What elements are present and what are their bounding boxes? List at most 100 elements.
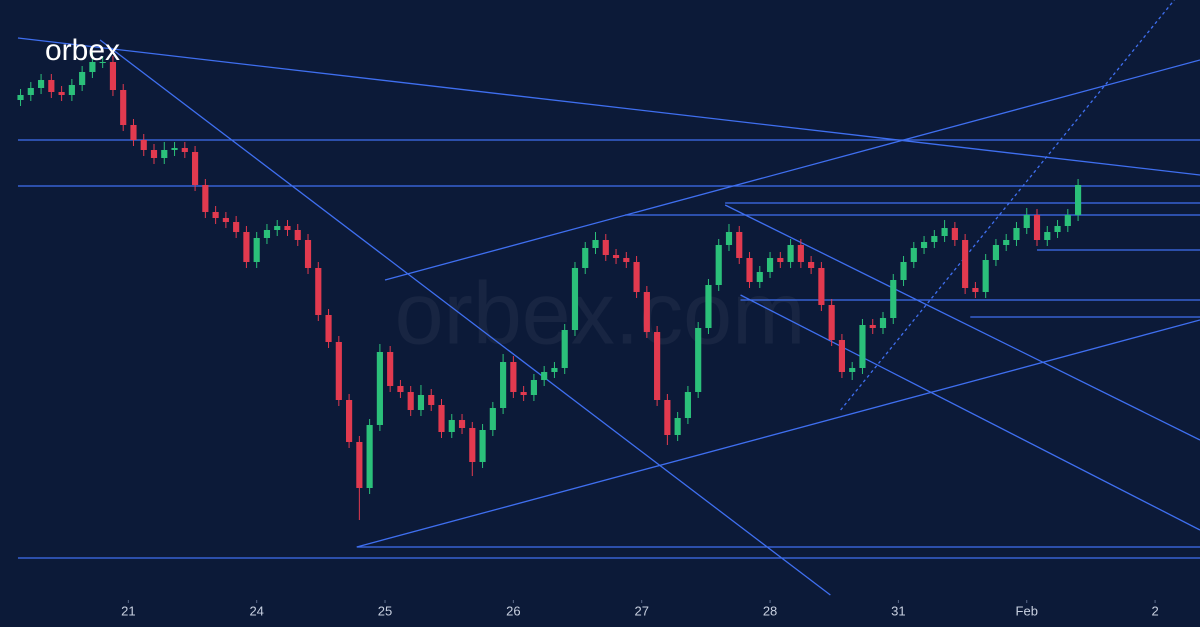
candle-body xyxy=(489,408,496,430)
candle-body xyxy=(68,85,75,95)
x-tick-label: 25 xyxy=(378,603,392,618)
candle-body xyxy=(890,280,897,318)
candle-body xyxy=(376,352,383,425)
candle-body xyxy=(612,255,620,258)
candle-body xyxy=(1054,226,1061,232)
x-tick-label: 24 xyxy=(249,603,263,618)
candle-body xyxy=(58,92,65,95)
candle-body xyxy=(674,418,681,435)
candle-body xyxy=(140,140,147,150)
candle-body xyxy=(212,212,219,218)
candle-body xyxy=(109,62,117,90)
x-tick-label: 2 xyxy=(1151,603,1158,618)
logo: orbex xyxy=(45,34,120,67)
x-tick-label: 26 xyxy=(506,603,520,618)
trend-line xyxy=(99,39,831,596)
candle-body xyxy=(356,442,363,488)
candle-body xyxy=(808,262,815,268)
candle-body xyxy=(1064,215,1071,226)
candle-body xyxy=(428,395,435,405)
candle-body xyxy=(17,95,24,100)
candle-body xyxy=(654,332,661,400)
candle-body xyxy=(664,400,671,435)
candle-body xyxy=(561,330,568,368)
candle-body xyxy=(602,240,609,255)
candle-body xyxy=(150,150,158,158)
candle-body xyxy=(582,248,589,268)
candle-body xyxy=(89,62,96,72)
candle-body xyxy=(253,238,260,262)
candle-body xyxy=(222,218,229,222)
candle-body xyxy=(777,258,784,262)
trend-line xyxy=(17,37,1200,176)
candle-body xyxy=(715,245,722,285)
candle-body xyxy=(695,328,702,392)
candle-body xyxy=(48,80,55,92)
candle-body xyxy=(736,232,743,258)
candle-body xyxy=(849,368,856,372)
candle-body xyxy=(920,242,928,248)
candle-body xyxy=(756,272,763,282)
trend-line xyxy=(356,319,1200,548)
candle-body xyxy=(982,260,989,292)
candle-body xyxy=(1044,232,1051,240)
candle-body xyxy=(746,258,753,282)
candle-body xyxy=(962,240,969,288)
candle-body xyxy=(202,185,209,212)
trend-line xyxy=(384,59,1200,281)
candle-body xyxy=(838,340,846,372)
candle-body xyxy=(1033,215,1041,240)
candle-body xyxy=(438,405,445,432)
candle-body xyxy=(161,150,168,158)
x-tick-label: 28 xyxy=(763,603,777,618)
candle-body xyxy=(130,125,137,140)
candle-body xyxy=(992,245,1000,260)
candle-body xyxy=(1023,215,1030,228)
trend-line xyxy=(740,294,1200,531)
candle-body xyxy=(766,258,774,272)
candle-body xyxy=(387,352,394,386)
candle-body xyxy=(1074,185,1082,215)
candle-body xyxy=(27,88,34,95)
candle-body xyxy=(530,380,537,395)
candle-body xyxy=(705,285,712,328)
candle-body xyxy=(335,342,342,400)
candle-body xyxy=(233,222,240,232)
candle-body xyxy=(1013,228,1020,240)
candle-body xyxy=(120,90,127,125)
candle-body xyxy=(417,395,425,410)
candle-body xyxy=(469,428,476,462)
candle-body xyxy=(972,288,979,292)
candle-body xyxy=(787,245,794,262)
candle-body xyxy=(346,400,353,442)
x-tick-label: Feb xyxy=(1016,603,1038,618)
candle-body xyxy=(304,240,312,268)
candle-body xyxy=(859,325,866,368)
candle-body xyxy=(684,392,691,418)
candle-body xyxy=(99,62,106,63)
candle-body xyxy=(623,258,630,262)
candle-body xyxy=(263,230,271,238)
candle-body xyxy=(520,392,527,395)
candle-body xyxy=(79,72,86,85)
candle-body xyxy=(941,228,948,236)
candle-body xyxy=(181,148,188,152)
candle-body xyxy=(397,386,404,392)
candle-body xyxy=(643,292,650,332)
candle-body xyxy=(910,248,917,262)
candle-body xyxy=(458,420,466,428)
candle-body xyxy=(797,245,804,262)
candle-body xyxy=(243,232,250,262)
candle-body xyxy=(274,226,281,230)
candle-body xyxy=(294,230,301,240)
candle-body xyxy=(931,236,938,242)
candle-body xyxy=(879,318,887,328)
candle-body xyxy=(284,226,291,230)
candle-body xyxy=(551,368,558,372)
watermark: orbex.com xyxy=(395,263,806,362)
candle-body xyxy=(448,420,455,432)
candle-body xyxy=(951,228,958,240)
candle-body xyxy=(37,80,45,88)
